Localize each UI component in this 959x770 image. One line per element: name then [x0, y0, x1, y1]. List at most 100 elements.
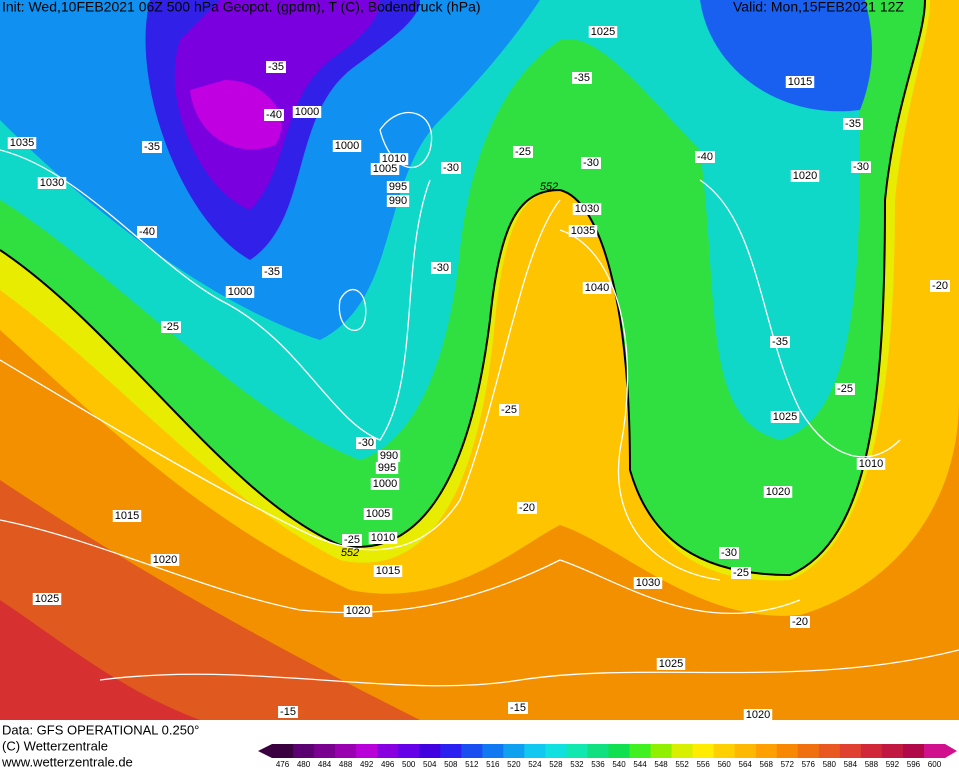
label-box	[843, 118, 863, 130]
temperature-label: -35	[845, 118, 861, 130]
colorbar-label: 560	[717, 760, 731, 769]
colorbar-swatch	[818, 744, 841, 758]
colorbar-swatch	[650, 744, 673, 758]
colorbar-label: 600	[928, 760, 942, 769]
label-box	[386, 181, 410, 193]
map: 1025101510351000100010101005995990103010…	[0, 0, 959, 721]
isobar-label: 1020	[793, 170, 817, 182]
label-box	[719, 547, 739, 559]
warm-region	[0, 600, 200, 720]
label-box	[856, 458, 886, 470]
label-box	[150, 554, 180, 566]
isobar-label: 1015	[788, 76, 812, 88]
colorbar-label: 520	[507, 760, 521, 769]
colorbar-label: 564	[739, 760, 753, 769]
temperature-label: -35	[268, 61, 284, 73]
temperature-label: -25	[837, 383, 853, 395]
colorbar-swatch	[629, 744, 652, 758]
temperature-label: -35	[144, 141, 160, 153]
label-box	[370, 163, 400, 175]
isobar-label: 1010	[371, 532, 395, 544]
label-box	[342, 534, 362, 546]
header-init: Init: Wed,10FEB2021 06Z 500 hPa Geopot. …	[2, 0, 481, 15]
label-box	[370, 478, 400, 490]
colorbar-label: 488	[339, 760, 353, 769]
magenta-region	[190, 80, 282, 150]
map-labels: 1025101510351000100010101005995990103010…	[7, 26, 950, 721]
isobar-label: 1020	[346, 605, 370, 617]
isobar	[699, 179, 901, 458]
label-box	[633, 577, 663, 589]
label-box	[572, 72, 592, 84]
isobar-label: 1000	[335, 140, 359, 152]
isobar-label: 1015	[376, 565, 400, 577]
label-box	[262, 266, 282, 278]
label-box	[770, 336, 790, 348]
isobar-label: 1005	[366, 508, 390, 520]
colorbar-swatch	[314, 744, 336, 758]
temperature-label: -40	[266, 109, 282, 121]
temperature-label: -20	[792, 616, 808, 628]
label-box	[375, 462, 399, 474]
colorbar-label: 548	[654, 760, 668, 769]
temperature-label: -15	[280, 706, 296, 718]
label-box	[37, 177, 67, 189]
label-box	[142, 141, 162, 153]
label-box	[731, 567, 751, 579]
label-box	[7, 137, 37, 149]
label-box	[377, 450, 401, 462]
colorbar-label: 592	[886, 760, 900, 769]
isobar-label: 1020	[746, 709, 770, 721]
isobar	[559, 229, 721, 581]
label-box	[112, 510, 142, 522]
label-box	[441, 162, 461, 174]
colorbar-swatch	[881, 744, 904, 758]
label-box	[581, 157, 601, 169]
temperature-label: -30	[721, 547, 737, 559]
colorbar-label: 536	[591, 760, 605, 769]
temperature-label: -30	[853, 161, 869, 173]
label-box	[790, 616, 810, 628]
colorbar-arrow	[258, 744, 272, 758]
label-box	[695, 151, 715, 163]
colorbar-swatch	[377, 744, 399, 758]
temperature-label: -20	[932, 280, 948, 292]
temperature-label: -30	[433, 262, 449, 274]
colorbar-swatch	[566, 744, 588, 758]
label-box	[568, 225, 598, 237]
label-box	[264, 109, 284, 121]
colorbar-label: 484	[318, 760, 332, 769]
footer-data: Data: GFS OPERATIONAL 0.250°	[2, 722, 199, 737]
purple-region	[174, 0, 380, 210]
colorbar-swatch	[776, 744, 799, 758]
temperature-label: -30	[443, 162, 459, 174]
isobar-label: 1020	[153, 554, 177, 566]
colorbar-label: 596	[907, 760, 921, 769]
colorbar-label: 524	[528, 760, 542, 769]
header-valid: Valid: Mon,15FEB2021 12Z	[733, 0, 904, 15]
label-box	[431, 262, 451, 274]
isobar	[99, 649, 959, 687]
temperature-label: -25	[501, 404, 517, 416]
colorbar-swatch	[356, 744, 378, 758]
colorbar-label: 576	[802, 760, 816, 769]
isobar-label: 995	[378, 462, 396, 474]
label-box	[363, 508, 393, 520]
colorbar-label: 572	[781, 760, 795, 769]
label-box	[373, 565, 403, 577]
label-box	[332, 140, 362, 152]
colorbar-label: 556	[696, 760, 710, 769]
colorbar-label: 540	[612, 760, 626, 769]
isobar	[0, 519, 801, 615]
colorbar-label: 568	[760, 760, 774, 769]
colorbar-swatch	[860, 744, 883, 758]
colorbar-label: 480	[297, 760, 311, 769]
isobar-label: 1005	[373, 163, 397, 175]
isobar	[0, 199, 561, 551]
isobar-label: 1000	[373, 478, 397, 490]
colorbar-label: 588	[865, 760, 879, 769]
temperature-label: -40	[697, 151, 713, 163]
colorbar-swatch	[398, 744, 420, 758]
label-box	[368, 532, 398, 544]
colorbar-label: 580	[823, 760, 837, 769]
